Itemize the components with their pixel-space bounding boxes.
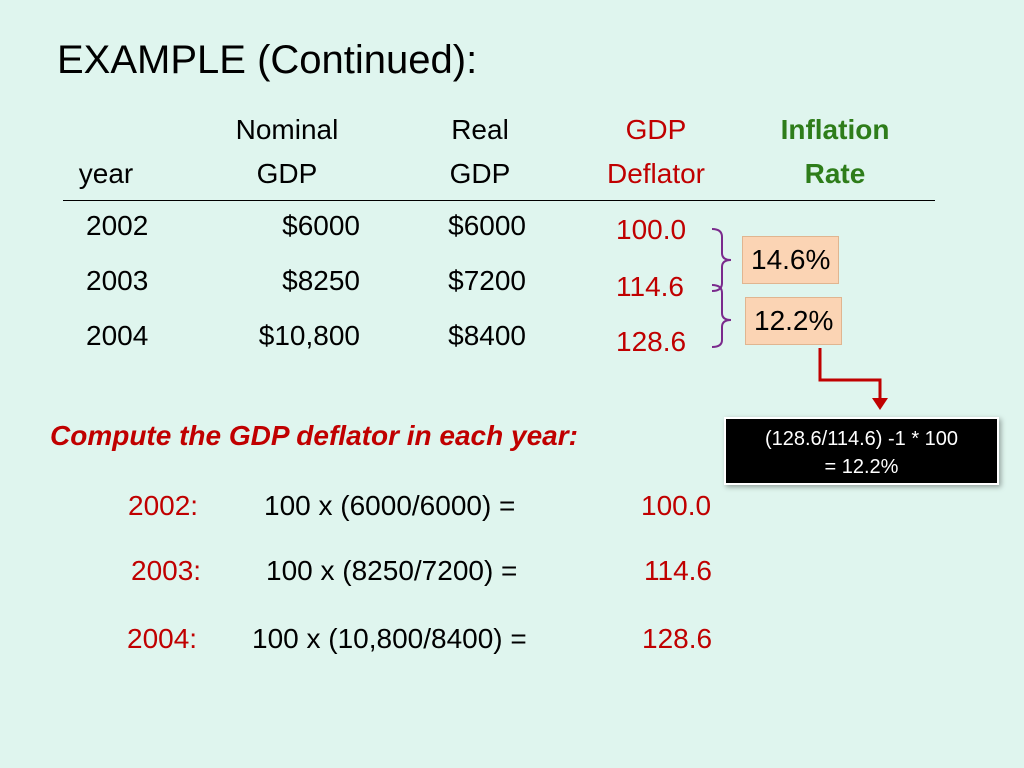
callout-line-1: (128.6/114.6) -1 * 100 <box>764 428 959 450</box>
header-inflation-rate-line2: Rate <box>804 158 866 189</box>
calc-2003-formula: 100 x (8250/7200) = <box>266 555 518 586</box>
calc-2004-result: 128.6 <box>642 623 713 654</box>
callout-connector-arrow <box>818 348 882 400</box>
row-2002-deflator: 100.0 <box>616 214 687 245</box>
row-2004-year: 2004 <box>86 320 149 351</box>
header-nominal-gdp-line1: Nominal <box>235 114 339 145</box>
header-divider <box>63 200 935 201</box>
row-2002-year: 2002 <box>86 210 149 241</box>
row-2004-deflator: 128.6 <box>616 326 687 357</box>
header-inflation-rate: Inflation Rate <box>760 108 910 196</box>
calc-2003-result: 114.6 <box>644 555 712 586</box>
row-2002-real-gdp: $6000 <box>448 210 526 241</box>
calc-2002-formula: 100 x (6000/6000) = <box>264 490 516 521</box>
header-gdp-deflator: GDP Deflator <box>586 108 726 196</box>
row-2003-year: 2003 <box>86 265 149 296</box>
callout-line-2: = 12.2% <box>824 456 899 478</box>
header-year: year <box>78 158 134 189</box>
row-2003-nominal-gdp: $8250 <box>282 265 360 296</box>
inflation-badge-2004: 12.2% <box>745 297 843 345</box>
header-real-gdp: Real GDP <box>410 108 550 196</box>
header-gdp-deflator-line1: GDP <box>625 114 687 145</box>
row-2004-real-gdp: $8400 <box>448 320 526 351</box>
inflation-badge-2003: 14.6% <box>742 236 840 284</box>
row-2002-nominal-gdp: $6000 <box>282 210 360 241</box>
bracket-2002-2003 <box>711 228 732 292</box>
compute-prompt: Compute the GDP deflator in each year: <box>50 420 578 451</box>
header-inflation-rate-line1: Inflation <box>780 114 890 145</box>
calc-2004-formula: 100 x (10,800/8400) = <box>252 623 527 654</box>
row-2003-real-gdp: $7200 <box>448 265 526 296</box>
callout-arrowhead <box>872 398 888 410</box>
header-gdp-deflator-line2: Deflator <box>606 158 706 189</box>
row-2003-deflator: 114.6 <box>616 271 684 302</box>
bracket-2003-2004 <box>711 284 732 348</box>
row-2004-nominal-gdp: $10,800 <box>258 320 360 351</box>
header-nominal-gdp-line2: GDP <box>256 158 318 189</box>
calc-2004-label: 2004: <box>127 623 198 654</box>
formula-callout: (128.6/114.6) -1 * 100 = 12.2% <box>724 417 999 485</box>
calc-2003-label: 2003: <box>131 555 202 586</box>
calc-2002-label: 2002: <box>128 490 199 521</box>
slide-title: EXAMPLE (Continued): <box>57 38 478 82</box>
header-real-gdp-line1: Real <box>451 114 509 145</box>
header-real-gdp-line2: GDP <box>449 158 511 189</box>
header-nominal-gdp: Nominal GDP <box>212 108 362 196</box>
calc-2002-result: 100.0 <box>641 490 712 521</box>
